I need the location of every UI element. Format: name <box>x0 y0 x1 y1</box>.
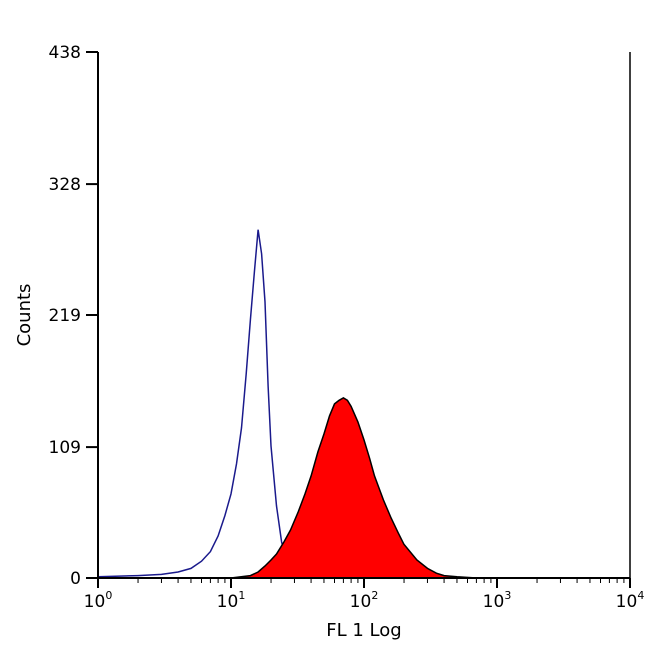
y-tick-label: 219 <box>49 306 81 326</box>
x-axis-title: FL 1 Log <box>326 620 401 641</box>
plot-area <box>97 229 477 579</box>
y-tick-label: 109 <box>49 438 81 458</box>
x-tick-label: 103 <box>483 589 512 612</box>
x-tick-label: 102 <box>350 589 379 612</box>
y-tick-label: 438 <box>49 43 81 63</box>
sample-histogram-area <box>230 397 477 579</box>
y-axis-title: Counts <box>14 284 35 347</box>
x-tick-label: 100 <box>84 589 113 612</box>
axes: 0 109 219 328 438 100 101 102 103 104 <box>49 43 645 612</box>
x-tick-label: 104 <box>616 589 645 612</box>
x-tick-label: 101 <box>217 589 246 612</box>
y-tick-label: 328 <box>49 175 81 195</box>
y-tick-label: 0 <box>70 569 81 589</box>
